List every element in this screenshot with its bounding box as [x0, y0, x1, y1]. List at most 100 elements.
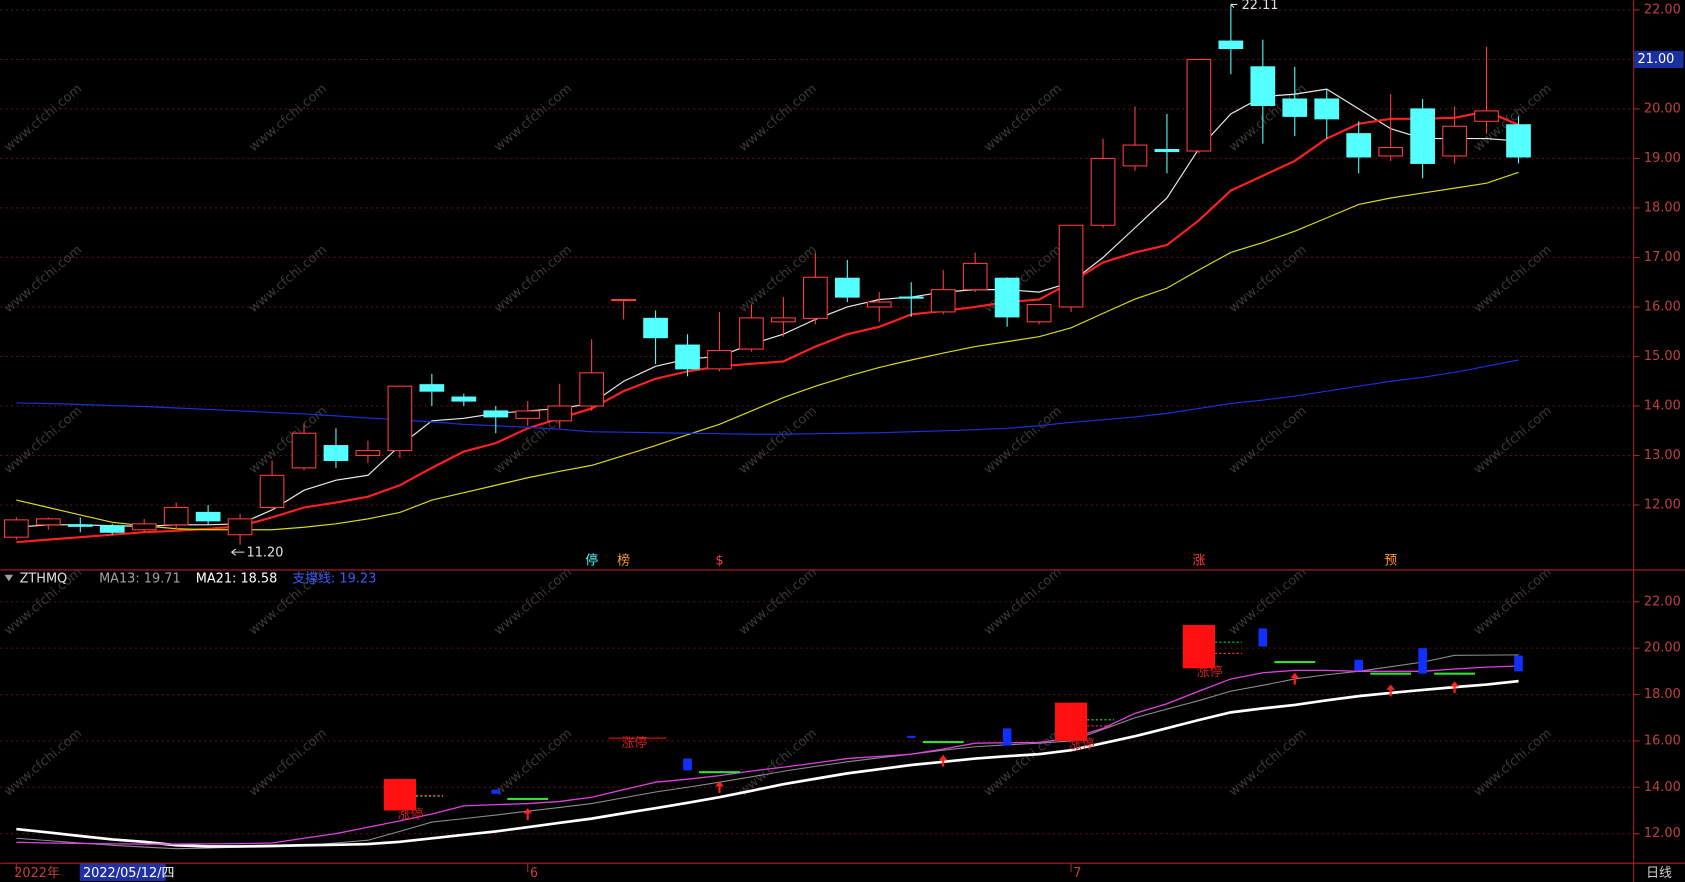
signal-bar: [1418, 648, 1427, 674]
candle-body: [67, 524, 93, 527]
candle-body: [483, 410, 509, 418]
y-tick-label: 16.00: [1644, 733, 1681, 748]
signal-bar: [906, 735, 916, 738]
arrow: [938, 754, 948, 767]
high-label: 22.11: [1242, 0, 1279, 13]
limit-label: 涨停: [621, 735, 647, 751]
candle-body: [291, 432, 317, 469]
candle-body: [1314, 98, 1340, 120]
candle-body: [1474, 110, 1499, 122]
limit-label: 涨停: [398, 806, 424, 822]
candle-body: [1026, 303, 1052, 323]
y-tick-label: 20.00: [1644, 101, 1681, 116]
candle-body: [195, 511, 221, 522]
period[interactable]: 日线: [1646, 866, 1672, 881]
candle-body: [355, 450, 381, 457]
arrow: [1290, 672, 1300, 685]
candle-body: [643, 317, 668, 339]
limit-box: [1182, 624, 1216, 669]
candle-body: [1442, 125, 1467, 157]
candle-body: [515, 410, 541, 419]
candle-body: [1346, 133, 1372, 158]
y-tick-label: 16.00: [1644, 299, 1681, 314]
legend-entry: MA21: 18.58: [196, 572, 278, 587]
low-label: 11.20: [247, 546, 284, 561]
ma-line: [16, 171, 1519, 531]
candle-body: [35, 518, 61, 526]
candle-body: [1186, 58, 1212, 152]
price-tag: 21.00: [1637, 52, 1674, 67]
ma-line: [16, 359, 1519, 435]
candle-body: [803, 276, 828, 319]
limit-box: [383, 778, 417, 811]
signal-bar: [1354, 659, 1363, 671]
candle-body: [1058, 224, 1084, 308]
candle-body: [451, 396, 477, 402]
candle-body: [1218, 40, 1244, 50]
signal-bar: [1514, 655, 1523, 672]
signal: $: [715, 553, 723, 568]
indicator-name[interactable]: ZTHMQ: [20, 572, 68, 587]
candle-body: [611, 299, 636, 302]
y-tick-label: 19.00: [1644, 151, 1681, 166]
candle-body: [1410, 108, 1435, 164]
candle-body: [1506, 124, 1531, 158]
candle-body: [1122, 144, 1148, 167]
legend-entry: MA13: 19.71: [99, 572, 181, 587]
y-tick-label: 18.00: [1644, 200, 1681, 215]
candle-body: [994, 277, 1020, 318]
candle-body: [1378, 147, 1404, 157]
y-tick-label: 17.00: [1644, 250, 1681, 265]
indicator-line: [16, 665, 1519, 845]
candle-body: [898, 296, 924, 299]
y-tick-label: 14.00: [1644, 780, 1681, 795]
limit-box: [1054, 702, 1088, 741]
candle-body: [4, 519, 29, 538]
candle-body: [579, 372, 605, 407]
candle-body: [323, 445, 349, 461]
signal-bar: [1002, 728, 1012, 746]
candle-body: [1090, 157, 1116, 226]
candle-body: [419, 384, 445, 392]
collapse-icon[interactable]: [4, 574, 14, 582]
candle-body: [131, 523, 157, 531]
high-pointer: [1230, 3, 1238, 9]
limit-label: 涨停: [1197, 664, 1223, 680]
y-tick-label: 22.00: [1644, 2, 1681, 17]
candle-body: [707, 350, 732, 370]
y-tick-label: 13.00: [1644, 448, 1681, 463]
candle-body: [771, 317, 796, 323]
signal: 榜: [617, 552, 630, 568]
arrow: [715, 781, 724, 793]
candle-body: [739, 317, 764, 350]
x-tick-label: 2022年: [14, 866, 60, 881]
low-pointer: [231, 548, 245, 556]
arrow: [1386, 684, 1395, 697]
x-tick-label: 6: [530, 866, 538, 881]
candle-body: [834, 277, 860, 298]
y-tick-label: 12.00: [1644, 498, 1681, 513]
signal-bar: [1258, 628, 1268, 647]
y-tick-label: 22.00: [1644, 594, 1681, 609]
ma-line: [16, 110, 1519, 544]
price-tag-box: [1634, 50, 1684, 69]
y-tick-label: 20.00: [1644, 641, 1681, 656]
signal: 涨: [1192, 553, 1205, 568]
legend-entry: 支撑线: 19.23: [292, 572, 376, 587]
candle-body: [387, 385, 413, 452]
candle-body: [227, 518, 253, 536]
candle-body: [163, 506, 189, 526]
y-tick-label: 12.00: [1644, 826, 1681, 841]
signal-bar: [491, 789, 501, 794]
indicator-line: [16, 679, 1519, 848]
candle-body: [1154, 148, 1180, 153]
candle-body: [962, 262, 988, 291]
candle-body: [259, 474, 285, 509]
arrow: [1450, 681, 1459, 694]
candle-body: [1250, 66, 1276, 106]
signal: 预: [1384, 553, 1397, 568]
candle-body: [1282, 98, 1308, 117]
